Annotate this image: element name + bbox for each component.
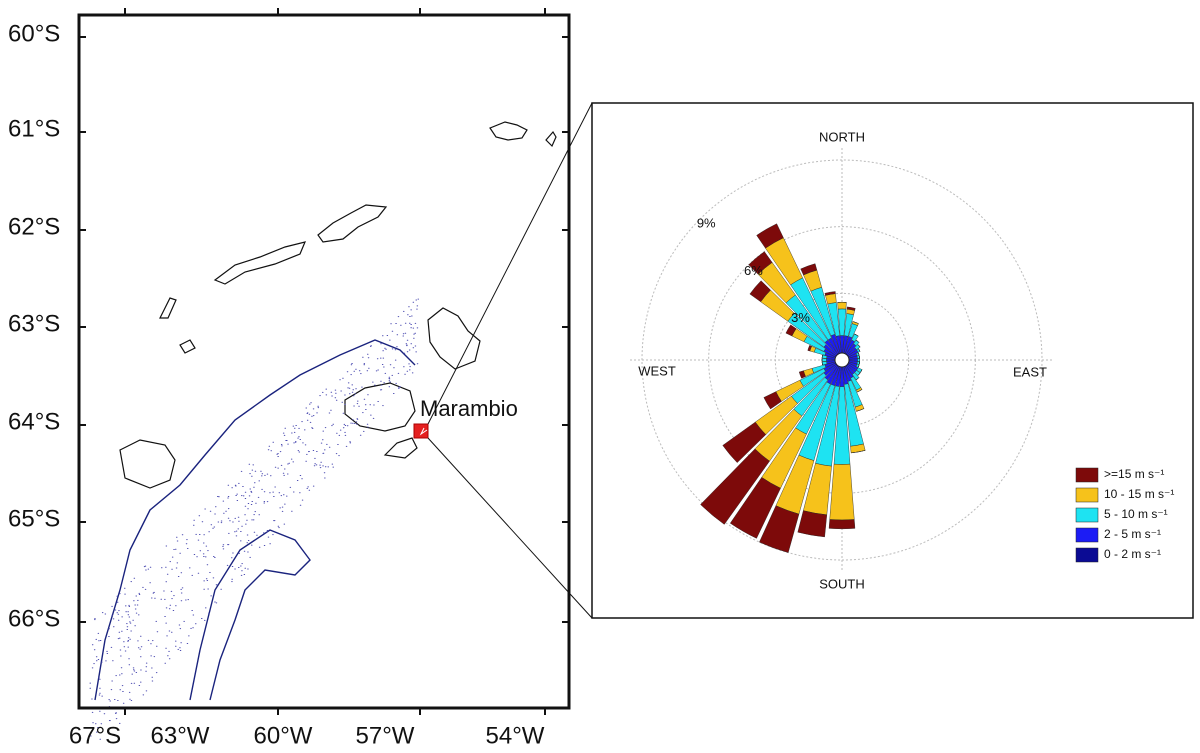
- rose-segment: [798, 370, 806, 379]
- station-label: Marambio: [420, 396, 518, 421]
- rose-segment: [851, 450, 866, 454]
- direction-label: SOUTH: [819, 576, 865, 591]
- coastlines: [119, 121, 557, 489]
- rose-segment: [763, 391, 782, 410]
- rose-segment: [852, 321, 859, 324]
- rose-segment: [829, 463, 855, 521]
- rose-segment: [858, 364, 860, 368]
- stipple: [89, 298, 419, 740]
- rose-segment: [807, 345, 812, 352]
- island: [545, 130, 557, 148]
- island: [159, 297, 177, 319]
- station-icon: [419, 427, 428, 436]
- island: [119, 439, 176, 489]
- rose-segment: [785, 324, 797, 337]
- rose-segment: [821, 361, 823, 366]
- lat-label: 64°S: [8, 408, 60, 435]
- legend-swatch: [1075, 487, 1099, 503]
- legend-label: 0 - 2 m s⁻¹: [1104, 547, 1161, 561]
- lat-label: 60°S: [8, 20, 60, 47]
- legend-swatch: [1075, 547, 1099, 563]
- lon-label: 67°S: [69, 722, 121, 749]
- rose-segment: [857, 358, 860, 362]
- rose-segment: [854, 333, 859, 337]
- rose-segment: [821, 358, 827, 362]
- station-marker: [413, 423, 429, 439]
- peninsula-coast: [94, 339, 416, 701]
- rose-segment: [722, 421, 767, 463]
- ring-label: 6%: [744, 263, 763, 278]
- direction-label: NORTH: [819, 129, 865, 144]
- rose-segment: [846, 306, 856, 311]
- rose-segment: [749, 280, 771, 303]
- ring-label: 9%: [697, 216, 716, 231]
- lon-label: 60°W: [254, 722, 313, 749]
- legend-swatch: [1075, 527, 1099, 543]
- rose-segment: [837, 302, 847, 310]
- lat-label: 66°S: [8, 605, 60, 632]
- island: [179, 339, 196, 354]
- rose-segment: [797, 510, 828, 538]
- island: [489, 121, 528, 141]
- direction-label: EAST: [1013, 364, 1047, 379]
- rose-segment: [858, 352, 860, 356]
- wind-rose: 3% 6% 9% NORTH EAST SOUTH WEST >=15 m s⁻¹ 10 - 1…: [630, 129, 1174, 591]
- rose-center: [834, 352, 850, 368]
- island: [317, 204, 388, 243]
- lat-label: 62°S: [8, 213, 60, 240]
- legend-label: 10 - 15 m s⁻¹: [1104, 487, 1174, 501]
- map-frame: [77, 13, 571, 710]
- rose-segment: [759, 505, 800, 553]
- lon-label: 54°W: [486, 722, 545, 749]
- zoom-line: [427, 102, 593, 425]
- island: [427, 307, 481, 370]
- zoom-line: [427, 437, 593, 619]
- legend-label: 5 - 10 m s⁻¹: [1104, 507, 1168, 521]
- rose-segment: [857, 389, 863, 393]
- rose-segment: [824, 291, 836, 296]
- legend-swatch: [1075, 467, 1099, 483]
- island: [383, 437, 418, 459]
- lat-label: 65°S: [8, 505, 60, 532]
- ring-label: 3%: [791, 310, 810, 325]
- map: Marambio 60°S 61°S 62°S 63°S 64°S 65°S 66°S 67°…: [8, 8, 593, 749]
- rose-segment: [858, 348, 861, 352]
- rose-segment: [729, 477, 781, 539]
- legend-label: >=15 m s⁻¹: [1104, 467, 1164, 481]
- direction-label: WEST: [638, 363, 676, 378]
- rose-segment: [800, 263, 818, 276]
- rose-segment: [756, 223, 784, 249]
- rose-segment: [828, 519, 856, 530]
- legend-swatch: [1075, 507, 1099, 523]
- lon-label: 57°W: [356, 722, 415, 749]
- rose-segment: [856, 377, 860, 381]
- lat-label: 61°S: [8, 115, 60, 142]
- lat-label: 63°S: [8, 310, 60, 337]
- lon-label: 63°W: [151, 722, 210, 749]
- rose-segment: [748, 251, 773, 275]
- legend-label: 2 - 5 m s⁻¹: [1104, 527, 1161, 541]
- island: [213, 241, 307, 285]
- rose-segment: [700, 448, 770, 525]
